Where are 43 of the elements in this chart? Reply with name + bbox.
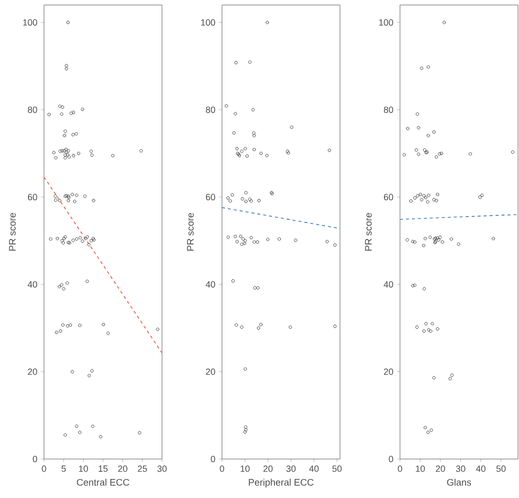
y-tick-label: 40 bbox=[384, 281, 394, 288]
x-tick-label: 5 bbox=[62, 466, 66, 472]
y-tick-label: 60 bbox=[384, 194, 394, 200]
y-tick-label: 20 bbox=[28, 368, 38, 375]
x-tick-label: 10 bbox=[79, 466, 88, 472]
y-tick-label: 20 bbox=[206, 368, 216, 375]
y-tick-label: 100 bbox=[23, 19, 38, 26]
y-tick-label: 20 bbox=[384, 368, 394, 375]
x-tick-label: 10 bbox=[240, 466, 250, 472]
x-axis-title: Glans bbox=[447, 478, 472, 486]
x-tick-label: 40 bbox=[476, 466, 486, 472]
x-tick-label: 0 bbox=[220, 466, 224, 472]
y-tick-label: 40 bbox=[206, 281, 216, 288]
x-tick-label: 0 bbox=[42, 466, 46, 472]
x-axis-title: Peripheral ECC bbox=[248, 478, 314, 488]
x-axis-title: Central ECC bbox=[76, 478, 130, 486]
y-tick-label: 80 bbox=[28, 106, 38, 113]
x-tick-label: 40 bbox=[309, 466, 319, 472]
x-tick-label: 0 bbox=[398, 466, 402, 472]
y-axis-title: PR score bbox=[187, 212, 194, 251]
x-tick-label: 30 bbox=[456, 466, 466, 472]
y-tick-label: 100 bbox=[379, 19, 394, 26]
x-tick-label: 50 bbox=[332, 466, 342, 472]
y-tick-label: 40 bbox=[28, 281, 38, 288]
y-tick-label: 80 bbox=[206, 106, 216, 113]
x-tick-label: 20 bbox=[263, 466, 273, 472]
x-tick-label: 10 bbox=[416, 466, 425, 472]
x-tick-label: 20 bbox=[118, 466, 128, 472]
y-tick-label: 60 bbox=[28, 194, 38, 200]
y-tick-label: 60 bbox=[206, 194, 216, 200]
x-tick-label: 50 bbox=[496, 466, 506, 472]
y-tick-label: 100 bbox=[201, 19, 216, 26]
y-tick-label: 0 bbox=[388, 456, 394, 462]
x-tick-label: 20 bbox=[436, 466, 446, 472]
x-tick-label: 25 bbox=[138, 466, 147, 472]
y-tick-label: 0 bbox=[32, 456, 38, 462]
y-axis-title: PR score bbox=[9, 212, 16, 251]
x-tick-label: 30 bbox=[157, 466, 167, 472]
y-tick-label: 0 bbox=[210, 456, 216, 462]
y-axis-title: PR score bbox=[365, 212, 372, 251]
x-tick-label: 30 bbox=[286, 466, 296, 472]
x-tick-label: 15 bbox=[98, 466, 108, 472]
y-tick-label: 80 bbox=[384, 106, 394, 113]
